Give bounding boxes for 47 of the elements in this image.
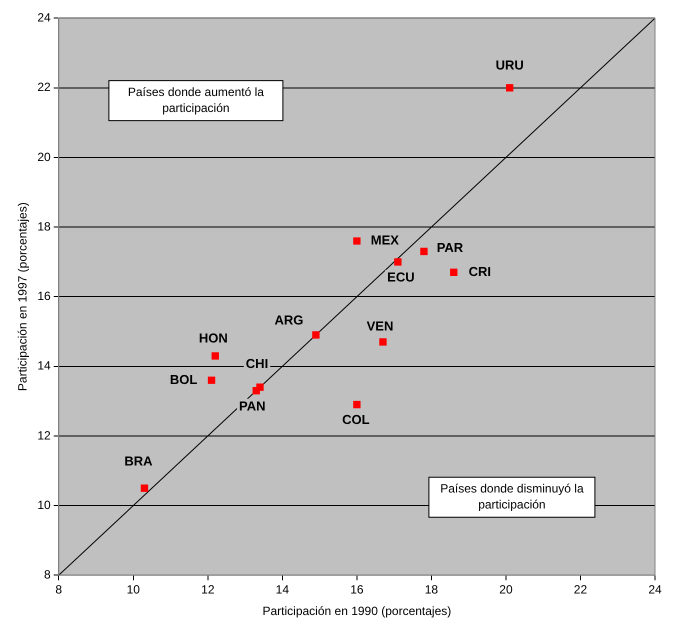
annotation: BRA [124,454,154,469]
point [252,387,260,394]
annotation: MEX [370,232,400,248]
annotation: CRI [468,264,491,279]
y-tick-label: 14 [37,358,52,373]
x-tick-label: 12 [201,582,215,597]
point [506,84,514,92]
annotation: Países donde disminuyó la participación [440,482,584,512]
x-tick-label: 20 [499,582,513,597]
annotation: PAN [239,398,266,414]
point [420,248,428,256]
y-tick-label: 12 [37,428,52,442]
x-tick-label: 8 [55,582,62,597]
y-tick-label: 16 [37,289,52,304]
annotation: CHI [246,356,268,371]
x-tick-label: 16 [350,582,364,597]
y-tick-label: 24 [37,10,52,25]
annotation: BOL [170,372,198,387]
annotation: HON [198,330,228,346]
annotation: ECU [387,269,415,284]
x-tick-label: 22 [574,582,588,597]
y-tick-label: 22 [37,80,52,94]
annotation: ARG [274,312,304,328]
annotation: PAR [436,240,464,256]
annotation: Países donde aumentó la participación [128,84,264,115]
point [312,331,320,339]
point [212,352,219,360]
y-tick-label: 10 [37,498,52,512]
point [208,376,216,384]
annotation: COL [342,412,370,428]
point [353,400,361,408]
annotation: VEN [366,318,394,334]
y-tick-label: 8 [44,568,52,582]
point [353,237,361,245]
x-tick-label: 18 [424,582,438,597]
x-tick-label: 24 [648,582,662,597]
point [140,484,148,492]
point [450,268,458,276]
y-tick-label: 20 [37,150,52,164]
x-axis-title: Participación en 1990 (porcentajes) [262,604,452,618]
y-tick-label: 18 [37,219,52,234]
x-tick-label: 10 [126,582,140,597]
x-tick-label: 14 [276,582,290,597]
point [379,338,387,346]
y-axis-title: Participación en 1997 (porcentajes) [16,202,30,392]
point [394,258,402,266]
annotation: URU [496,57,524,72]
